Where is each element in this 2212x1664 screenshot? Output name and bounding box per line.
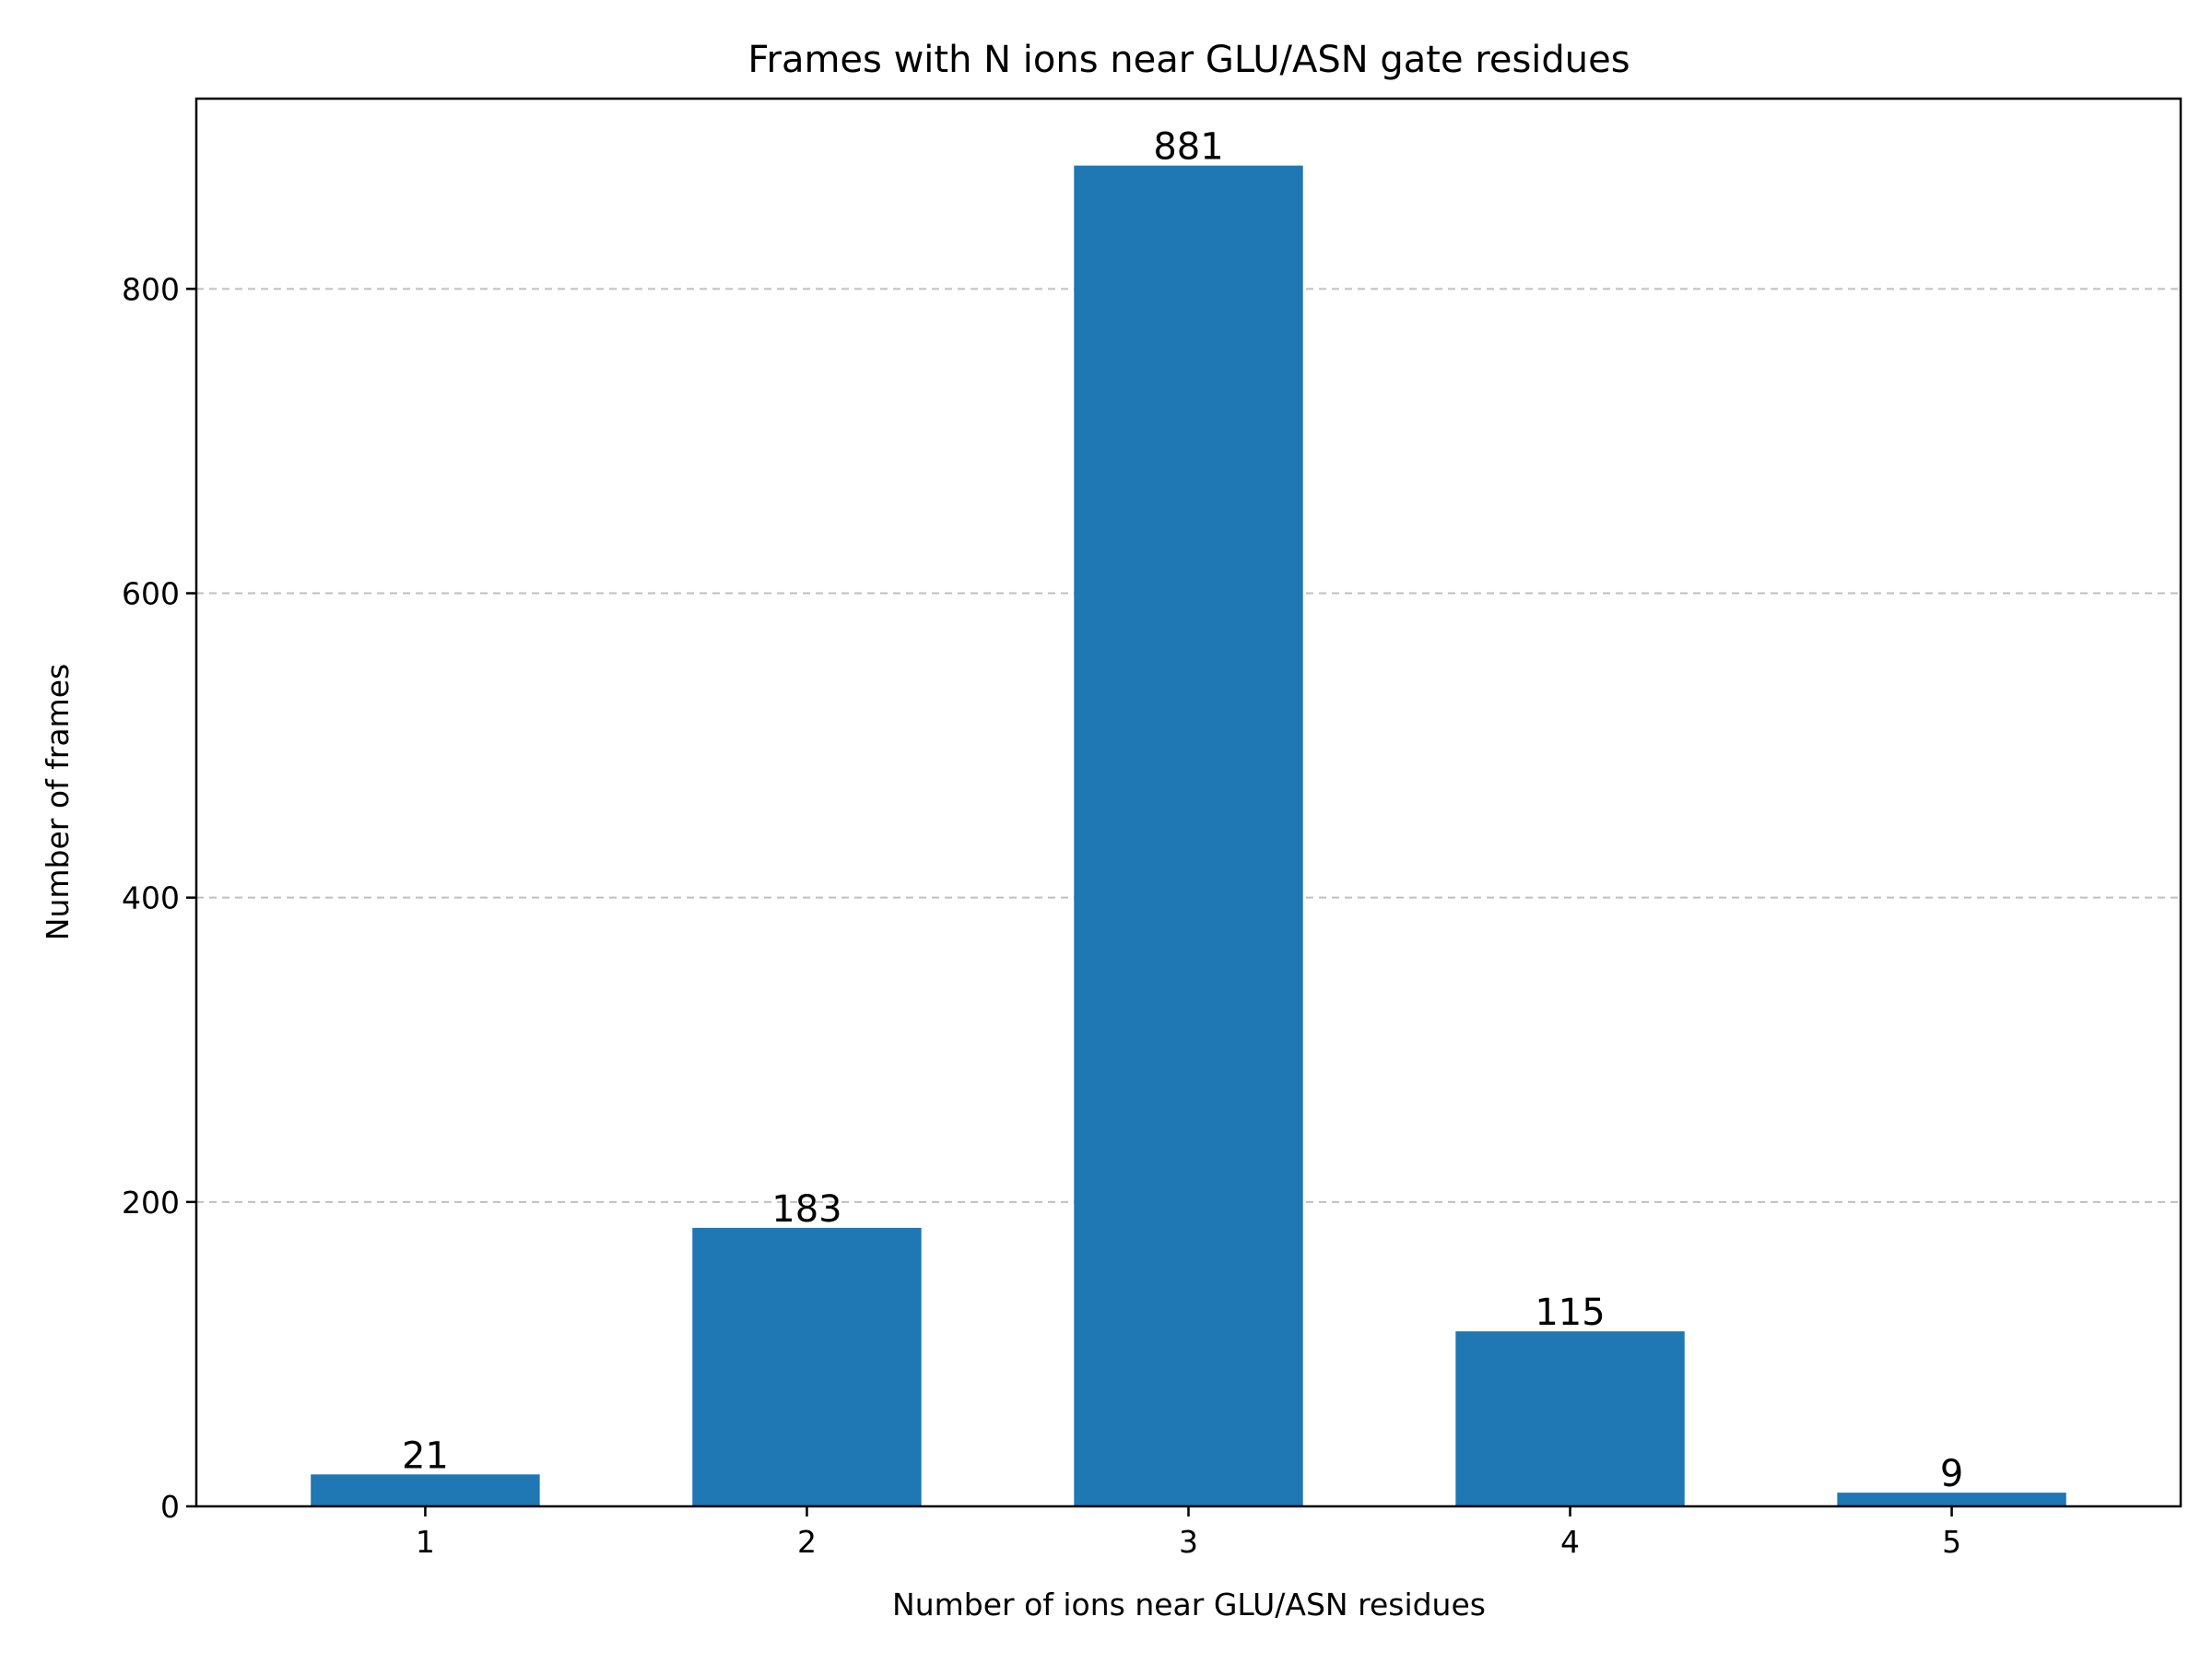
x-tick-label-5: 5: [1942, 1524, 1961, 1560]
data-label-5: 9: [1940, 1453, 1963, 1495]
data-label-4: 115: [1535, 1292, 1605, 1334]
bar-5: [1837, 1493, 2066, 1506]
bar-1: [311, 1474, 540, 1506]
y-tick-label-600: 600: [122, 576, 180, 612]
x-tick-label-4: 4: [1560, 1524, 1580, 1560]
bar-3: [1074, 165, 1303, 1506]
chart-title: Frames with N ions near GLU/ASN gate res…: [747, 39, 1630, 81]
y-axis-label: Number of frames: [40, 664, 76, 940]
x-axis-label: Number of ions near GLU/ASN residues: [892, 1587, 1486, 1623]
y-tick-label-400: 400: [122, 880, 180, 916]
bars: [311, 165, 2066, 1506]
x-tick-label-2: 2: [797, 1524, 817, 1560]
data-label-2: 183: [771, 1188, 841, 1231]
ticks: 0 200 400 600 800 1 2 3 4 5: [122, 271, 1961, 1560]
bar-2: [692, 1227, 922, 1506]
y-tick-label-0: 0: [160, 1489, 180, 1525]
data-labels: 21 183 881 115 9: [402, 126, 1963, 1496]
grid-lines: [196, 288, 2181, 1203]
y-tick-label-200: 200: [122, 1185, 180, 1221]
data-label-1: 21: [402, 1434, 449, 1477]
data-label-3: 881: [1153, 126, 1223, 169]
x-tick-label-3: 3: [1179, 1524, 1198, 1560]
bar-4: [1455, 1331, 1685, 1506]
y-tick-label-800: 800: [122, 271, 180, 307]
x-tick-label-1: 1: [416, 1524, 435, 1560]
